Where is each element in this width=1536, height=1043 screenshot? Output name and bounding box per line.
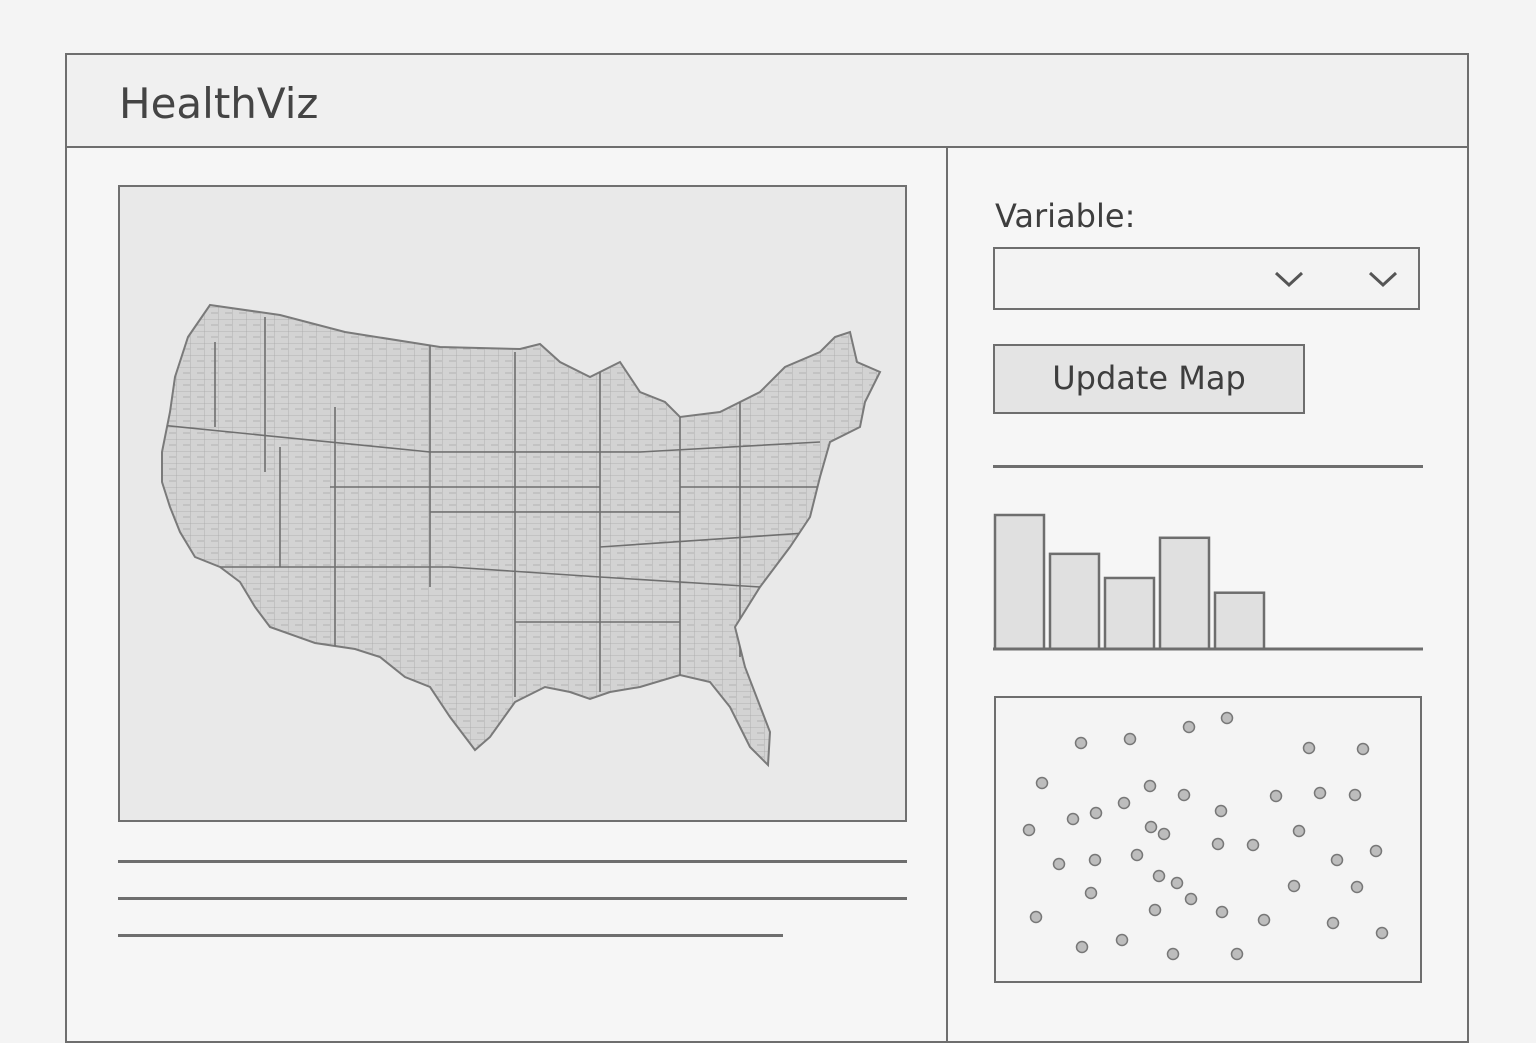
scatter-point (1269, 789, 1283, 803)
scatter-point (1177, 788, 1191, 802)
app-window: HealthViz (65, 53, 1469, 1043)
scatter-point (1035, 776, 1049, 790)
scatter-point (1214, 804, 1228, 818)
scatter-point (1123, 732, 1137, 746)
histogram-bar (1158, 536, 1211, 651)
scatter-point (1184, 892, 1198, 906)
scatter-point (1088, 853, 1102, 867)
scatter-point (1115, 933, 1129, 947)
scatter-point (1292, 824, 1306, 838)
scatter-point (1143, 779, 1157, 793)
scatter-point (1348, 788, 1362, 802)
histogram-bar (993, 513, 1046, 651)
scatter-point (1246, 838, 1260, 852)
histogram-bar (1213, 591, 1266, 651)
scatter-point (1170, 876, 1184, 890)
histogram-chart (993, 513, 1423, 651)
variable-label: Variable: (995, 197, 1136, 235)
scatter-point (1287, 879, 1301, 893)
scatter-point (1152, 869, 1166, 883)
scatter-point (1220, 711, 1234, 725)
scatter-point (1084, 886, 1098, 900)
description-line (118, 934, 783, 937)
scatter-point (1356, 742, 1370, 756)
chevron-down-icon[interactable] (1272, 267, 1306, 291)
scatter-point (1148, 903, 1162, 917)
histogram-bar (1048, 552, 1101, 651)
scatter-point (1257, 913, 1271, 927)
description-line (118, 860, 907, 863)
map-outline (161, 303, 882, 768)
app-title: HealthViz (119, 79, 319, 128)
scatter-point (1075, 940, 1089, 954)
histogram-bar (1103, 576, 1156, 651)
scatter-point (1144, 820, 1158, 834)
scatter-point (1302, 741, 1316, 755)
scatter-point (1230, 947, 1244, 961)
scatter-point (1157, 827, 1171, 841)
scatter-point (1074, 736, 1088, 750)
title-bar: HealthViz (67, 55, 1467, 148)
scatter-point (1215, 905, 1229, 919)
scatter-point (1369, 844, 1383, 858)
description-line (118, 897, 907, 900)
scatter-point (1052, 857, 1066, 871)
scatter-point (1326, 916, 1340, 930)
scatter-point (1182, 720, 1196, 734)
panel-divider (946, 146, 948, 1041)
scatter-point (1211, 837, 1225, 851)
chevron-down-icon[interactable] (1366, 267, 1400, 291)
scatter-point (1313, 786, 1327, 800)
variable-select[interactable] (993, 247, 1420, 310)
scatter-point (1130, 848, 1144, 862)
scatter-point (1089, 806, 1103, 820)
scatter-point (1022, 823, 1036, 837)
scatter-point (1117, 796, 1131, 810)
section-divider (993, 465, 1423, 468)
scatter-point (1029, 910, 1043, 924)
us-county-map[interactable] (118, 185, 907, 822)
scatter-point (1375, 926, 1389, 940)
scatter-point (1330, 853, 1344, 867)
scatter-plot (994, 696, 1422, 983)
scatter-point (1350, 880, 1364, 894)
scatter-point (1066, 812, 1080, 826)
scatter-point (1166, 947, 1180, 961)
update-map-button[interactable]: Update Map (993, 344, 1305, 414)
